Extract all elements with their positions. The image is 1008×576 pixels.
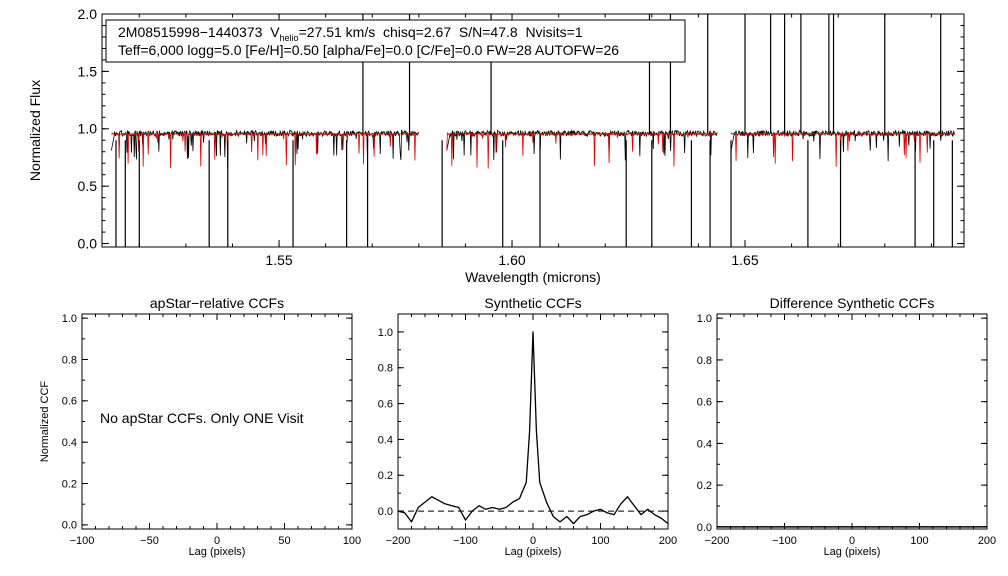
panel-spectrum: 1.55 1.60 1.65 0.0 0.5 1.0 1.5 2.0 Wavelength (m… [27, 6, 965, 285]
y-tick-label: 0.2 [697, 480, 712, 492]
legend-frame [105, 19, 686, 63]
observed-flux-line [730, 129, 956, 162]
x-tick-label: −200 [386, 535, 411, 547]
x-tick-label: −100 [772, 535, 797, 547]
legend-nvisits: Nvisits=1 [525, 24, 582, 40]
x-tick-label: 200 [978, 535, 996, 547]
y-tick-label: 0.0 [62, 520, 77, 532]
legend-snr: S/N=47.8 [459, 24, 518, 40]
legend-v-sub: helio [280, 33, 299, 43]
y-axis-label: Normalized CCF [39, 381, 51, 463]
x-tick-label: 100 [343, 535, 361, 547]
plot-frame [101, 13, 965, 248]
x-tick-label: 1.60 [498, 252, 525, 268]
x-axis-label: Lag (pixels) [824, 546, 881, 558]
legend-v-value: =27.51 km/s [299, 24, 376, 40]
y-tick-label: 0.8 [62, 354, 77, 366]
legend-spacer [262, 24, 270, 40]
x-tick-label: 200 [659, 535, 677, 547]
y-tick-label: 0.4 [697, 438, 712, 450]
x-tick-label: 100 [910, 535, 928, 547]
x-tick-label: 100 [591, 535, 609, 547]
x-tick-label: −100 [453, 535, 478, 547]
y-tick-label: 1.5 [78, 63, 98, 79]
y-axis-label: Normalized Flux [27, 80, 43, 181]
y-tick-label: 0.0 [378, 506, 393, 518]
y-tick-label: 0.8 [378, 363, 393, 375]
y-tick-label: 0.0 [697, 522, 712, 534]
ccf-line [397, 331, 669, 525]
x-tick-label: −200 [705, 535, 730, 547]
panel-synthetic_ccf: −200 −100 0 100 200 0.0 0.2 0.4 0.6 0.8 1.0 Synthet… [378, 295, 677, 558]
legend-line-1: 2M08515998−1440373 Vhelio=27.51 km/s chi… [118, 24, 583, 43]
y-tick-label: 0.2 [62, 478, 77, 490]
y-tick-label: 1.0 [78, 121, 98, 137]
legend-star-id: 2M08515998−1440373 [118, 24, 263, 40]
observed-flux-line [446, 129, 718, 161]
x-tick-label: −100 [70, 535, 95, 547]
x-tick-label: −50 [140, 535, 159, 547]
legend-spacer [518, 24, 526, 40]
panel-title: apStar−relative CCFs [150, 295, 284, 311]
x-tick-label: 1.65 [731, 252, 758, 268]
model-flux-line [111, 131, 420, 169]
legend-spacer [451, 24, 459, 40]
plot-frame [716, 313, 988, 530]
y-tick-label: 0.6 [378, 398, 393, 410]
x-tick-label: 0 [849, 535, 855, 547]
panel-title: Synthetic CCFs [484, 295, 581, 311]
y-tick-label: 1.0 [697, 313, 712, 325]
model-flux-line [730, 131, 955, 167]
panel-apstar_ccf: −100 −50 0 50 100 0.0 0.2 0.4 0.6 0.8 1.0 apStar−re… [39, 295, 361, 558]
y-tick-label: 0.6 [697, 397, 712, 409]
legend-params: Teff=6,000 logg=5.0 [Fe/H]=0.50 [alpha/F… [118, 42, 619, 58]
no-ccf-message: No apStar CCFs. Only ONE Visit [100, 410, 304, 426]
x-axis-label: Lag (pixels) [505, 546, 562, 558]
legend-v-label: V [270, 24, 280, 40]
y-tick-label: 1.0 [378, 327, 393, 339]
y-tick-label: 0.0 [78, 235, 98, 251]
y-tick-label: 0.8 [697, 355, 712, 367]
y-tick-label: 0.5 [78, 178, 98, 194]
y-tick-label: 0.4 [62, 437, 77, 449]
x-axis-label: Lag (pixels) [189, 546, 246, 558]
x-axis-label: Wavelength (microns) [465, 269, 601, 285]
y-tick-label: 0.6 [62, 396, 77, 408]
y-tick-label: 0.4 [378, 434, 393, 446]
panel-difference_ccf: −200 −100 0 100 200 0.0 0.2 0.4 0.6 0.8 1.0 Differe… [697, 295, 996, 558]
x-tick-label: 0 [214, 535, 220, 547]
x-tick-label: 0 [530, 535, 536, 547]
y-tick-label: 0.2 [378, 470, 393, 482]
legend-spacer [375, 24, 383, 40]
panel-title: Difference Synthetic CCFs [770, 295, 935, 311]
x-tick-label: 1.55 [265, 252, 292, 268]
y-tick-label: 1.0 [62, 313, 77, 325]
model-flux-line [446, 131, 718, 169]
legend-box: 2M08515998−1440373 Vhelio=27.51 km/s chi… [105, 19, 686, 63]
x-tick-label: 50 [278, 535, 290, 547]
legend-chisq: chisq=2.67 [383, 24, 451, 40]
y-tick-label: 2.0 [78, 6, 98, 22]
